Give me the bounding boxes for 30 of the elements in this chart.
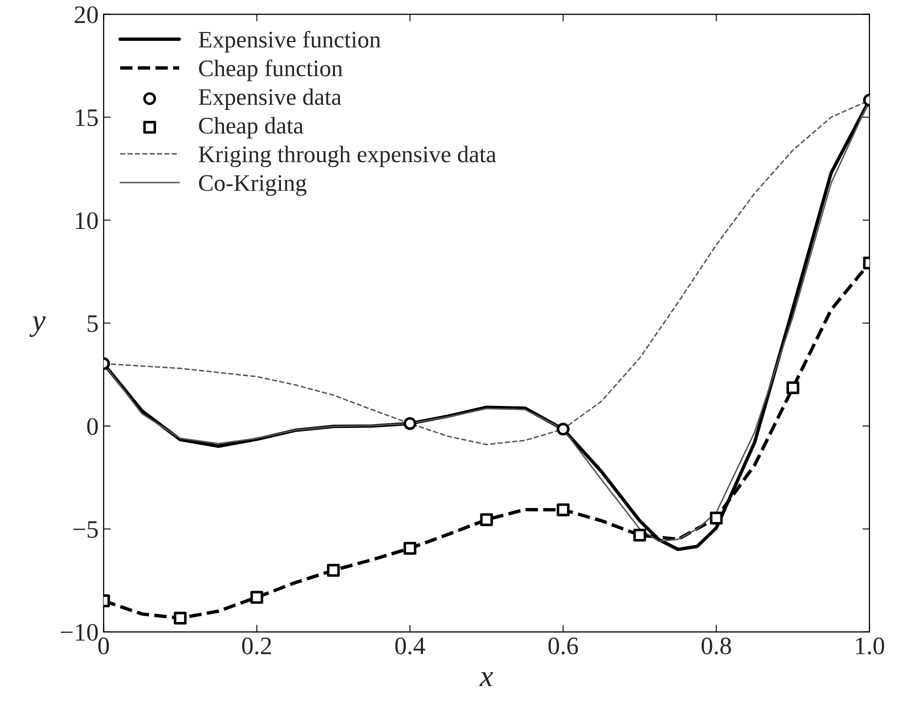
point bbox=[480, 513, 493, 526]
y-tick-label: 15 bbox=[76, 109, 98, 126]
legend-label: Co-Kriging bbox=[199, 175, 306, 196]
point bbox=[710, 512, 723, 524]
y-tick-label: 5 bbox=[88, 315, 98, 332]
point bbox=[786, 381, 800, 394]
point bbox=[556, 503, 570, 516]
y-axis-title: y bbox=[29, 316, 46, 337]
x-tick-label: 0.4 bbox=[395, 637, 426, 654]
x-tick-label: 0.2 bbox=[242, 637, 272, 654]
x-tick-label: 0 bbox=[98, 637, 109, 654]
legend-label: Cheap function bbox=[199, 60, 343, 82]
point bbox=[326, 564, 340, 577]
legend-label: Expensive data bbox=[198, 88, 342, 110]
y-tick-label: −5 bbox=[73, 521, 98, 538]
x-tick-label: 0.6 bbox=[548, 637, 578, 654]
y-tick-label: 0 bbox=[87, 418, 98, 435]
y-tick-label: 10 bbox=[76, 212, 98, 230]
legend-label: Cheap data bbox=[199, 117, 304, 138]
y-tick-label: −10 bbox=[60, 624, 98, 641]
x-tick-label: 0.8 bbox=[702, 637, 731, 654]
point bbox=[633, 528, 646, 542]
point bbox=[250, 590, 264, 604]
point bbox=[174, 612, 187, 624]
y-tick-label: 20 bbox=[74, 6, 98, 24]
legend-label: Expensive function bbox=[198, 30, 381, 52]
x-axis-title: x bbox=[479, 672, 494, 686]
point bbox=[404, 542, 416, 555]
legend-label: Kriging through expensive data bbox=[198, 146, 496, 168]
x-tick-label: 1.0 bbox=[856, 637, 884, 654]
